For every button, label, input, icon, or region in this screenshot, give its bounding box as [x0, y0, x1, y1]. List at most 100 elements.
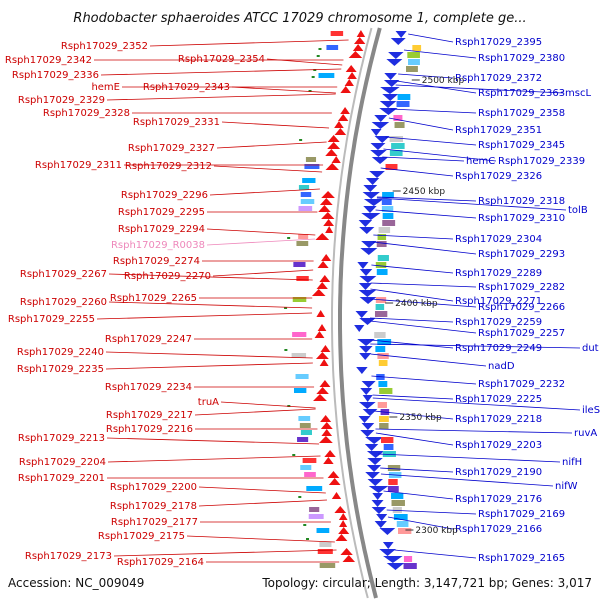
cog-category-block: [403, 563, 417, 569]
right-gene-label: Rsph17029_2339: [498, 156, 585, 167]
left-gene-label: Rsph17029_2296: [121, 190, 208, 201]
cog-category-block: [379, 388, 393, 394]
cog-category-block: [389, 136, 404, 142]
cog-category-block: [293, 262, 306, 267]
right-gene-label: Rsph17029_2345: [478, 140, 565, 151]
kbp-label: 2300 kbp: [415, 526, 458, 536]
reverse-strand-gene: [356, 367, 368, 374]
cog-category-block: [291, 353, 307, 358]
right-gene-label: Rsph17029_2271: [455, 296, 542, 307]
reverse-strand-gene: [361, 213, 381, 220]
cog-category-block: [382, 213, 394, 219]
connector-layer: [94, 33, 581, 563]
left-label-connector: [113, 549, 337, 557]
right-gene-label: Rsph17029_2225: [455, 394, 542, 405]
cog-category-block: [379, 423, 389, 429]
left-gene-label: Rsph17029_2274: [113, 256, 200, 267]
reverse-strand-gene: [379, 528, 396, 535]
reverse-strand-gene: [354, 325, 365, 332]
right-gene-label: Rsph17029_2165: [478, 553, 565, 564]
forward-strand-gene: [331, 492, 342, 499]
right-label-connector: [386, 509, 477, 515]
cog-category-block: [304, 164, 320, 169]
left-gene-label: Rsph17029_2331: [133, 117, 220, 128]
cog-category-block: [397, 94, 411, 100]
left-gene-label: Rsph17029_2235: [17, 364, 104, 375]
reverse-strand-gene: [359, 297, 377, 304]
right-label-connector: [383, 490, 454, 500]
right-label-connector: [372, 394, 454, 400]
left-label-connector: [221, 121, 330, 129]
left-gene-label: Rsph17029_2294: [118, 224, 205, 235]
forward-strand-gene: [315, 352, 329, 359]
reverse-strand-gene: [370, 129, 382, 136]
right-gene-label: ileS: [582, 405, 600, 416]
kbp-scale-layer: 2500 kbp 2450 kbp 2400 kbp 2350 kbp 2300 kbp: [385, 76, 464, 536]
left-gene-label: Rsph17029_2328: [43, 108, 130, 119]
reverse-strand-gene: [358, 402, 376, 409]
right-gene-label: Rsph17029_2266: [478, 302, 565, 313]
reverse-strand-gene: [367, 479, 383, 486]
left-label-connector: [100, 68, 342, 76]
right-gene-label: Rsph17029_2289: [455, 268, 542, 279]
cog-category-block: [407, 52, 420, 58]
reverse-strand-gene: [379, 101, 397, 108]
right-gene-label: Rsph17029_2363: [478, 88, 565, 99]
reverse-strand-gene: [358, 290, 377, 297]
reverse-strand-gene: [357, 339, 375, 346]
left-label-connector: [108, 301, 313, 309]
left-label-connector: [105, 362, 313, 370]
cog-category-block: [378, 381, 388, 387]
forward-strand-gene: [325, 226, 334, 233]
right-gene-label: Rsph17029_2176: [455, 494, 542, 505]
right-label-connector: [369, 320, 477, 334]
cog-category-block: [293, 388, 307, 393]
forward-strand-gene: [342, 555, 356, 562]
cog-category-block: [389, 150, 403, 156]
cog-category-block: [396, 521, 409, 527]
left-label-connector: [105, 351, 313, 359]
cog-category-block: [375, 346, 386, 352]
right-label-connector: [370, 298, 477, 308]
forward-strand-gene: [316, 387, 329, 394]
left-label-connector: [216, 141, 327, 149]
reverse-strand-gene: [371, 507, 387, 514]
backbone-shadow-arc: [331, 27, 373, 599]
right-gene-label: Rsph17029_2257: [478, 328, 565, 339]
left-gene-label: Rsph17029_2175: [98, 531, 185, 542]
forward-strand-gene: [323, 457, 334, 464]
reverse-strand-gene: [357, 262, 369, 269]
cog-category-block: [408, 59, 420, 65]
cog-category-block: [295, 374, 309, 379]
left-gene-label: Rsph17029_2336: [12, 70, 99, 81]
left-label-connector: [198, 486, 326, 494]
cog-category-block: [378, 360, 388, 366]
reverse-strand-gene: [360, 388, 373, 395]
right-gene-label: Rsph17029_2318: [478, 196, 565, 207]
cog-category-block: [296, 276, 309, 281]
forward-strand-gene: [311, 289, 326, 296]
forward-strand-gene: [327, 142, 341, 149]
reverse-strand-gene: [358, 283, 373, 290]
left-label-connector: [212, 269, 314, 277]
left-gene-label: Rsph17029_2201: [18, 473, 105, 484]
reverse-strand-gene: [379, 108, 398, 115]
right-label-connector: [375, 428, 573, 434]
right-label-connector: [378, 453, 561, 463]
left-gene-label: Rsph17029_2213: [18, 433, 105, 444]
cog-category-block: [304, 472, 316, 477]
cog-category-block: [378, 416, 389, 422]
right-label-connector: [380, 473, 554, 487]
cog-category-block: [385, 164, 398, 170]
cog-category-block: [302, 458, 317, 463]
reverse-strand-gene: [374, 136, 390, 143]
left-gene-label: Rsph17029_2178: [110, 501, 197, 512]
left-label-connector: [194, 408, 316, 416]
left-gene-label: Rsph17029_R0038: [111, 240, 205, 251]
reverse-strand-gene: [359, 318, 376, 325]
reverse-strand-gene: [376, 514, 388, 521]
reverse-strand-gene: [371, 157, 389, 164]
kbp-label: 2450 kbp: [403, 187, 446, 197]
right-gene-label: Rsph17029_2358: [478, 108, 565, 119]
forward-strand-gene: [316, 310, 325, 317]
